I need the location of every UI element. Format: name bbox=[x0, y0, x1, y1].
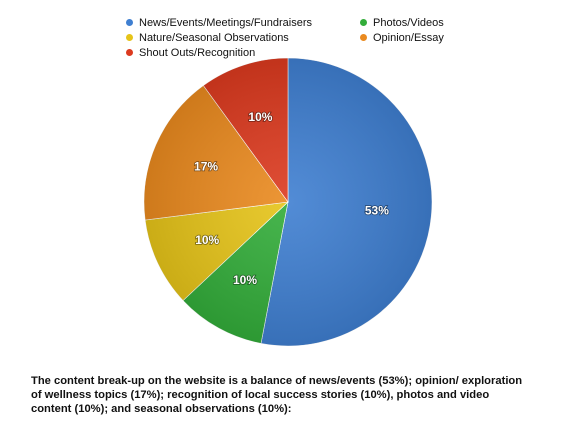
legend-label-nature: Nature/Seasonal Observations bbox=[139, 31, 289, 44]
pie-chart: 53% 10% 10% 17% 10% bbox=[143, 57, 433, 347]
slice-label-photos: 10% bbox=[233, 273, 257, 287]
legend-label-shoutouts: Shout Outs/Recognition bbox=[139, 46, 256, 59]
slice-label-news: 53% bbox=[365, 203, 389, 217]
slice-label-nature: 10% bbox=[195, 233, 219, 247]
legend-label-news: News/Events/Meetings/Fundraisers bbox=[139, 16, 313, 29]
legend-item-nature: Nature/Seasonal Observations bbox=[126, 31, 360, 44]
legend-item-opinion: Opinion/Essay bbox=[360, 31, 486, 44]
legend-item-shoutouts: Shout Outs/Recognition bbox=[126, 46, 360, 59]
slice-label-shoutouts: 10% bbox=[248, 110, 272, 124]
legend-swatch-nature bbox=[126, 34, 133, 41]
legend-swatch-news bbox=[126, 19, 133, 26]
legend-label-opinion: Opinion/Essay bbox=[373, 31, 444, 44]
legend-swatch-opinion bbox=[360, 34, 367, 41]
legend-swatch-photos bbox=[360, 19, 367, 26]
slice-label-opinion: 17% bbox=[194, 160, 218, 174]
caption: The content break-up on the website is a… bbox=[31, 375, 523, 415]
legend: News/Events/Meetings/Fundraisers Photos/… bbox=[126, 16, 486, 59]
legend-item-news: News/Events/Meetings/Fundraisers bbox=[126, 16, 360, 29]
legend-swatch-shoutouts bbox=[126, 49, 133, 56]
legend-item-photos: Photos/Videos bbox=[360, 16, 486, 29]
legend-label-photos: Photos/Videos bbox=[373, 16, 444, 29]
